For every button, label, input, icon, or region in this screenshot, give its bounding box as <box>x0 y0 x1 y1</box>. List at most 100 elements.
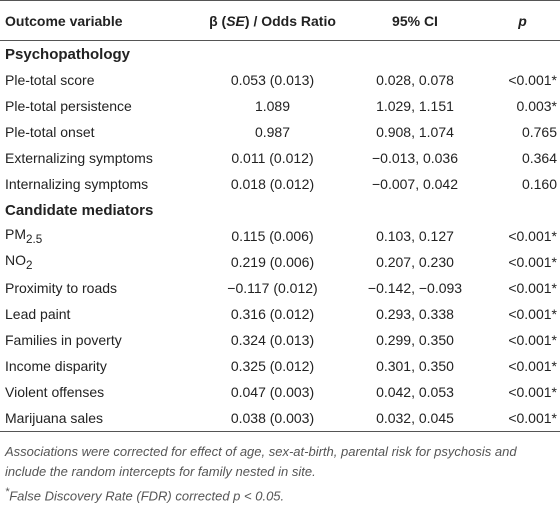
label-text: Externalizing symptoms <box>5 150 153 166</box>
ci-cell: 0.032, 0.045 <box>376 410 454 426</box>
label-text: Marijuana sales <box>5 410 104 426</box>
label-text: 2 <box>26 258 33 272</box>
p-cell: <0.001* <box>508 254 557 270</box>
ci-cell: 0.042, 0.053 <box>376 384 454 400</box>
p-cell: 0.765 <box>521 124 557 140</box>
row-label: Ple-total onset <box>0 119 200 145</box>
ci-cell: 0.908, 1.074 <box>376 124 454 140</box>
beta-cell: 0.325 (0.012) <box>230 358 315 374</box>
row-label: Externalizing symptoms <box>0 145 200 171</box>
header-text: ) / Odds Ratio <box>244 12 336 29</box>
note-text: p <box>233 488 241 504</box>
data-row: Ple-total persistence 1.089 1.029, 1.151 0.… <box>0 93 560 119</box>
p-cell: 0.364 <box>521 150 557 166</box>
label-text: 2.5 <box>26 232 43 246</box>
label-text: Proximity to roads <box>5 280 118 296</box>
label-text: Violent offenses <box>5 384 105 400</box>
data-row: PM2.5 0.115 (0.006) 0.103, 0.127 <0.001* <box>0 223 560 249</box>
note-text: < 0.05. <box>240 488 285 504</box>
data-row: Marijuana sales 0.038 (0.003) 0.032, 0.045… <box>0 405 560 432</box>
beta-cell: −0.117 (0.012) <box>227 280 318 296</box>
label-text: Income disparity <box>5 358 107 374</box>
beta-cell: 0.038 (0.003) <box>230 410 315 426</box>
row-label: Income disparity <box>0 353 200 379</box>
table-header: Outcome variable β (SE) / Odds Ratio 95%… <box>0 0 560 41</box>
p-cell: <0.001* <box>508 228 557 244</box>
p-cell: 0.160 <box>521 176 557 192</box>
data-row: NO2 0.219 (0.006) 0.207, 0.230 <0.001* <box>0 249 560 275</box>
data-row: Ple-total onset 0.987 0.908, 1.074 0.765 <box>0 119 560 145</box>
label-text: Families in poverty <box>5 332 122 348</box>
row-label: Families in poverty <box>0 327 200 353</box>
row-label: PM2.5 <box>0 223 200 249</box>
p-cell: <0.001* <box>508 358 557 374</box>
beta-cell: 0.316 (0.012) <box>230 306 315 322</box>
note: Associations were corrected for effect o… <box>5 444 517 479</box>
row-label: Marijuana sales <box>0 405 200 432</box>
ci-cell: −0.007, 0.042 <box>371 176 459 192</box>
beta-cell: 0.219 (0.006) <box>230 254 315 270</box>
beta-cell: 0.987 <box>254 124 291 140</box>
data-row: Income disparity 0.325 (0.012) 0.301, 0.35… <box>0 353 560 379</box>
row-label: Internalizing symptoms <box>0 171 200 197</box>
section-title: Psychopathology <box>5 45 131 63</box>
header-cell: 95% CI <box>392 12 438 29</box>
data-row: Ple-total score 0.053 (0.013) 0.028, 0.078… <box>0 67 560 93</box>
label-text: Ple-total persistence <box>5 98 132 114</box>
beta-cell: 0.047 (0.003) <box>230 384 315 400</box>
data-row: Internalizing symptoms 0.018 (0.012) −0.00… <box>0 171 560 197</box>
header-cell: Outcome variable <box>5 12 123 29</box>
ci-cell: −0.142, −0.093 <box>367 280 463 296</box>
ci-cell: 0.103, 0.127 <box>376 228 454 244</box>
beta-cell: 0.018 (0.012) <box>230 176 315 192</box>
label-text: NO <box>5 252 26 269</box>
ci-cell: 0.207, 0.230 <box>376 254 454 270</box>
label-text: Ple-total score <box>5 72 95 88</box>
ci-cell: 0.299, 0.350 <box>376 332 454 348</box>
ci-cell: 1.029, 1.151 <box>376 98 454 114</box>
p-cell: <0.001* <box>508 332 557 348</box>
beta-cell: 0.053 (0.013) <box>230 72 315 88</box>
table-body: Psychopathology Ple-total score 0.053 (0.0… <box>0 41 560 432</box>
p-cell: <0.001* <box>508 410 557 426</box>
row-label: Proximity to roads <box>0 275 200 301</box>
beta-cell: 0.011 (0.012) <box>231 150 314 166</box>
notes: Associations were corrected for effect o… <box>0 432 560 506</box>
beta-cell: 1.089 <box>254 98 291 114</box>
p-cell: <0.001* <box>508 306 557 322</box>
p-cell: <0.001* <box>508 280 557 296</box>
data-row: Externalizing symptoms 0.011 (0.012) −0.01… <box>0 145 560 171</box>
row-label: Ple-total persistence <box>0 93 200 119</box>
ci-cell: −0.013, 0.036 <box>371 150 459 166</box>
header-cell: β (SE) / Odds Ratio <box>200 1 345 41</box>
note-text: False Discovery Rate (FDR) corrected <box>9 488 234 504</box>
beta-cell: 0.324 (0.013) <box>230 332 315 348</box>
ci-cell: 0.028, 0.078 <box>376 72 454 88</box>
label-text: PM <box>5 226 26 243</box>
data-row: Lead paint 0.316 (0.012) 0.293, 0.338 <0.00… <box>0 301 560 327</box>
label-text: Ple-total onset <box>5 124 95 140</box>
section-title: Candidate mediators <box>5 201 154 219</box>
results-table: Outcome variable β (SE) / Odds Ratio 95%… <box>0 0 560 432</box>
header-text: p <box>518 12 527 29</box>
ci-cell: 0.301, 0.350 <box>376 358 454 374</box>
p-cell: <0.001* <box>508 384 557 400</box>
row-label: Violent offenses <box>0 379 200 405</box>
header-cell: p <box>485 1 560 41</box>
header-text: SE <box>226 12 245 29</box>
note: *False Discovery Rate (FDR) corrected p … <box>5 482 555 506</box>
p-cell: 0.003* <box>516 98 557 114</box>
section-row: Candidate mediators <box>0 197 560 223</box>
p-cell: <0.001* <box>508 72 557 88</box>
row-label: Ple-total score <box>0 67 200 93</box>
header-text: β ( <box>209 12 227 29</box>
note-text: * <box>5 486 10 498</box>
ci-cell: 0.293, 0.338 <box>376 306 454 322</box>
section-row: Psychopathology <box>0 41 560 68</box>
label-text: Lead paint <box>5 306 71 322</box>
label-text: Internalizing symptoms <box>5 176 149 192</box>
data-row: Families in poverty 0.324 (0.013) 0.299, 0… <box>0 327 560 353</box>
row-label: Lead paint <box>0 301 200 327</box>
data-row: Violent offenses 0.047 (0.003) 0.042, 0.05… <box>0 379 560 405</box>
